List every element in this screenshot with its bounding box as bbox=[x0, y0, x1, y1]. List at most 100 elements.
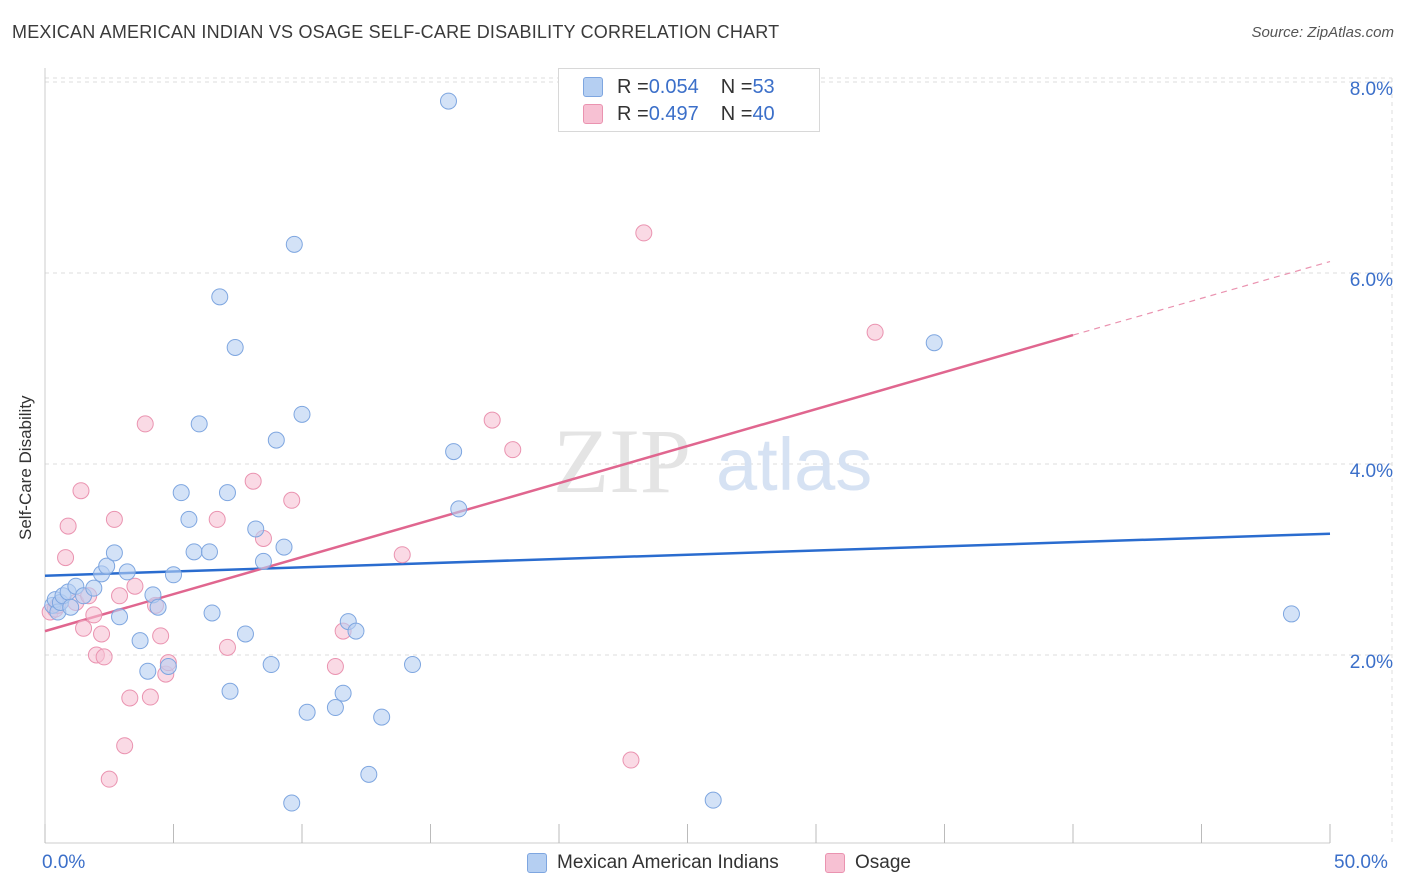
legend-item-osage: Osage bbox=[825, 852, 911, 874]
chart-title: MEXICAN AMERICAN INDIAN VS OSAGE SELF-CA… bbox=[12, 22, 780, 42]
mexican-american-indians-point bbox=[172, 484, 190, 502]
blue-swatch bbox=[583, 77, 603, 97]
osage-point bbox=[126, 577, 144, 595]
osage-point bbox=[121, 689, 139, 707]
mexican-american-indians-point bbox=[139, 662, 157, 680]
mexican-american-indians-point bbox=[360, 765, 378, 783]
x-tick-label-max: 50.0% bbox=[1334, 852, 1388, 873]
x-tick-label-min: 0.0% bbox=[42, 852, 86, 873]
pink-swatch bbox=[825, 853, 845, 873]
osage-point bbox=[152, 627, 170, 645]
mexican-american-indians-point bbox=[111, 608, 129, 626]
osage-point bbox=[504, 441, 522, 459]
osage-point bbox=[136, 415, 154, 433]
mexican-american-indians-point bbox=[439, 92, 457, 110]
mexican-american-indians-point bbox=[105, 544, 123, 562]
osage-point bbox=[105, 510, 123, 528]
mexican-american-indians-point bbox=[347, 622, 365, 640]
stats-legend-row-pink: R = 0.497 N = 40 bbox=[583, 102, 775, 126]
osage-point bbox=[208, 510, 226, 528]
mexican-american-indians-point bbox=[1282, 605, 1300, 623]
osage-point bbox=[483, 411, 501, 429]
mexican-american-indians-point bbox=[326, 699, 344, 717]
mexican-american-indians-point bbox=[334, 684, 352, 702]
mexican-american-indians-point bbox=[118, 563, 136, 581]
osage-point bbox=[141, 688, 159, 706]
mexican-american-indians-point bbox=[190, 415, 208, 433]
mexican-american-indians-point bbox=[450, 500, 468, 518]
data-points bbox=[41, 92, 1300, 812]
osage-point bbox=[393, 546, 411, 564]
n-value: 53 bbox=[752, 75, 775, 98]
legend-label: Osage bbox=[855, 852, 911, 873]
watermark-zip: ZIP bbox=[553, 410, 691, 512]
osage-point bbox=[95, 648, 113, 666]
mexican-american-indians-point bbox=[200, 543, 218, 561]
mexican-american-indians-point bbox=[211, 288, 229, 306]
r-value: 0.497 bbox=[648, 102, 699, 125]
legend-label: Mexican American Indians bbox=[557, 852, 779, 873]
mexican-american-indians-point bbox=[226, 338, 244, 356]
trend-line-osage bbox=[44, 333, 1074, 633]
watermark-atlas: atlas bbox=[716, 423, 872, 506]
stats-legend-row-blue: R = 0.054 N = 53 bbox=[583, 75, 775, 99]
trend-line-osage-extension bbox=[1072, 260, 1331, 336]
y-tick-label: 2.0% bbox=[1350, 652, 1393, 673]
y-tick-label: 4.0% bbox=[1350, 461, 1393, 482]
y-axis-label: Self-Care Disability bbox=[16, 395, 35, 540]
osage-point bbox=[622, 751, 640, 769]
mexican-american-indians-point bbox=[98, 557, 116, 575]
mexican-american-indians-point bbox=[373, 708, 391, 726]
osage-point bbox=[283, 491, 301, 509]
mexican-american-indians-point bbox=[925, 334, 943, 352]
mexican-american-indians-point bbox=[298, 703, 316, 721]
mexican-american-indians-point bbox=[283, 794, 301, 812]
stats-legend: R = 0.054 N = 53 R = 0.497 N = 40 bbox=[558, 68, 820, 132]
osage-point bbox=[866, 323, 884, 341]
osage-point bbox=[326, 657, 344, 675]
mexican-american-indians-point bbox=[236, 625, 254, 643]
osage-point bbox=[116, 737, 134, 755]
osage-point bbox=[85, 606, 103, 624]
trend-line-mexican-american-indians bbox=[44, 532, 1331, 577]
n-value: 40 bbox=[752, 102, 775, 125]
mexican-american-indians-point bbox=[262, 656, 280, 674]
osage-point bbox=[244, 472, 262, 490]
mexican-american-indians-point bbox=[254, 552, 272, 570]
osage-point bbox=[57, 549, 75, 567]
r-value: 0.054 bbox=[648, 75, 699, 98]
mexican-american-indians-point bbox=[404, 656, 422, 674]
mexican-american-indians-point bbox=[159, 657, 177, 675]
mexican-american-indians-point bbox=[247, 520, 265, 538]
osage-point bbox=[111, 587, 129, 605]
mexican-american-indians-point bbox=[165, 566, 182, 584]
mexican-american-indians-point bbox=[445, 443, 463, 461]
osage-point bbox=[100, 770, 118, 788]
osage-point bbox=[75, 619, 93, 637]
r-label: R = bbox=[617, 75, 649, 98]
legend-item-mexican-american-indians: Mexican American Indians bbox=[527, 852, 779, 874]
y-tick-labels: 2.0% 4.0% 6.0% 8.0% bbox=[1350, 79, 1393, 673]
mexican-american-indians-point bbox=[185, 543, 203, 561]
osage-point bbox=[635, 224, 653, 242]
r-label: R = bbox=[617, 102, 649, 125]
y-tick-label: 8.0% bbox=[1350, 79, 1393, 100]
mexican-american-indians-point bbox=[704, 791, 722, 809]
mexican-american-indians-point bbox=[267, 431, 285, 449]
mexican-american-indians-point bbox=[275, 538, 293, 556]
series-legend: Mexican American Indians Osage bbox=[0, 852, 1406, 878]
mexican-american-indians-point bbox=[149, 598, 167, 616]
mexican-american-indians-point bbox=[293, 405, 311, 423]
n-label: N = bbox=[720, 102, 753, 125]
osage-point bbox=[72, 482, 90, 500]
osage-point bbox=[59, 517, 77, 535]
osage-point bbox=[218, 638, 236, 656]
source-label: Source: ZipAtlas.com bbox=[1251, 24, 1394, 41]
mexican-american-indians-point bbox=[131, 632, 149, 650]
mexican-american-indians-point bbox=[221, 682, 239, 700]
mexican-american-indians-point bbox=[285, 235, 303, 253]
mexican-american-indians-point bbox=[62, 598, 80, 616]
mexican-american-indians-point bbox=[203, 604, 221, 622]
osage-point bbox=[93, 625, 111, 643]
